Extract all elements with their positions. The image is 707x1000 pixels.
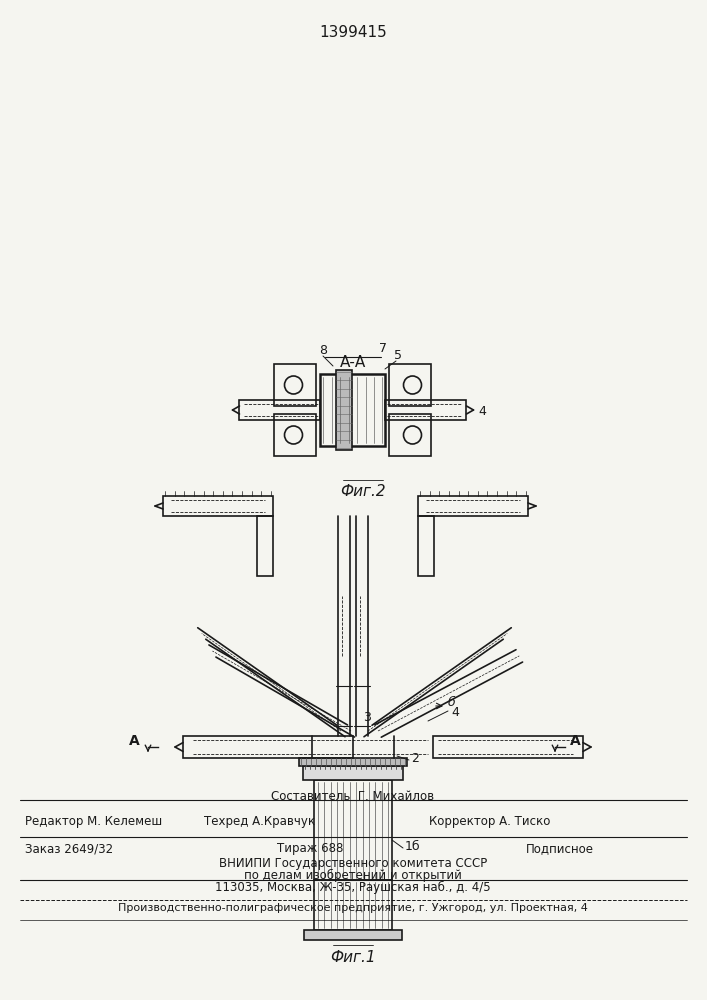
- Text: 113035, Москва, Ж-35, Раушская наб., д. 4/5: 113035, Москва, Ж-35, Раушская наб., д. …: [215, 881, 491, 894]
- Text: 8: 8: [319, 344, 327, 357]
- Bar: [418, 516, 434, 576]
- Bar: [320, 374, 385, 446]
- Text: 5: 5: [394, 349, 402, 362]
- Text: Производственно-полиграфическое предприятие, г. Ужгород, ул. Проектная, 4: Производственно-полиграфическое предприя…: [118, 903, 588, 913]
- Bar: [274, 414, 317, 456]
- Text: Фиг.1: Фиг.1: [330, 950, 376, 965]
- Bar: [274, 364, 317, 406]
- Bar: [304, 930, 402, 940]
- Text: 4: 4: [451, 706, 459, 719]
- Text: ВНИИПИ Государственного комитета СССР: ВНИИПИ Государственного комитета СССР: [219, 857, 487, 870]
- Text: 1б: 1б: [405, 840, 421, 853]
- Text: 1399415: 1399415: [319, 25, 387, 40]
- Bar: [303, 766, 403, 780]
- Text: Тираж 688: Тираж 688: [277, 842, 343, 855]
- Bar: [299, 758, 407, 766]
- Text: Редактор М. Келемеш: Редактор М. Келемеш: [25, 815, 162, 828]
- Bar: [418, 496, 528, 516]
- Bar: [390, 364, 431, 406]
- Text: б: б: [448, 696, 456, 709]
- Text: А-А: А-А: [340, 355, 366, 370]
- Bar: [314, 780, 392, 880]
- Text: 3: 3: [363, 711, 371, 724]
- Bar: [257, 516, 273, 576]
- Text: по делам изобретений и открытий: по делам изобретений и открытий: [244, 869, 462, 882]
- Text: 4: 4: [479, 405, 486, 418]
- Text: Техред А.Кравчук: Техред А.Кравчук: [204, 815, 315, 828]
- Bar: [314, 880, 392, 930]
- Text: Составитель  Г. Михайлов: Составитель Г. Михайлов: [271, 790, 435, 803]
- Bar: [240, 400, 320, 420]
- Text: Заказ 2649/32: Заказ 2649/32: [25, 842, 113, 855]
- Text: Фиг.2: Фиг.2: [340, 484, 386, 499]
- Bar: [336, 370, 352, 450]
- Text: Корректор А. Тиско: Корректор А. Тиско: [429, 815, 551, 828]
- Bar: [390, 414, 431, 456]
- Bar: [163, 496, 273, 516]
- Text: 7: 7: [379, 342, 387, 355]
- Text: A: A: [570, 734, 580, 748]
- Text: A: A: [129, 734, 140, 748]
- Text: 2: 2: [411, 752, 419, 765]
- Bar: [433, 736, 583, 758]
- Text: Подписное: Подписное: [526, 842, 594, 855]
- Bar: [385, 400, 467, 420]
- Bar: [183, 736, 353, 758]
